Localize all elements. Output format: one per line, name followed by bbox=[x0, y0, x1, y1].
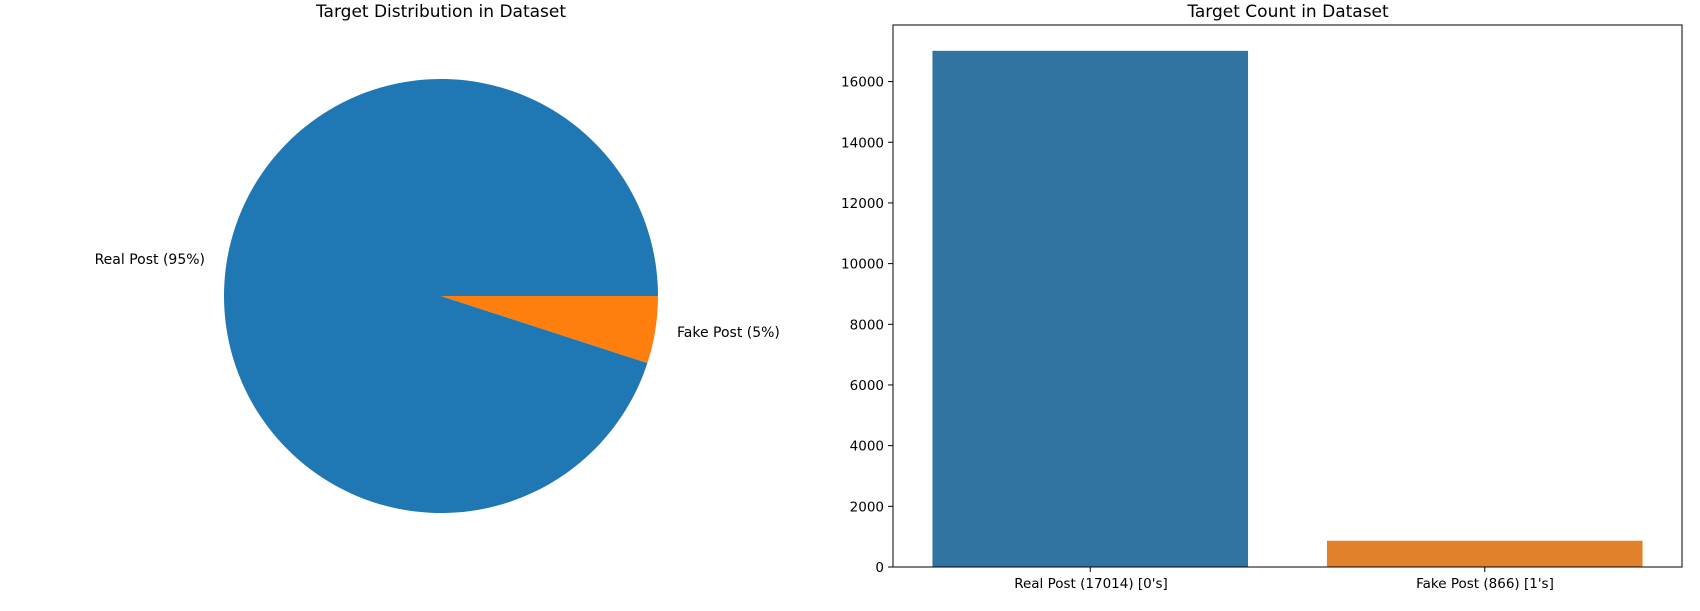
pie-title: Target Distribution in Dataset bbox=[315, 2, 566, 22]
y-tick-label: 14000 bbox=[841, 135, 884, 151]
y-tick-label: 6000 bbox=[850, 378, 884, 394]
y-tick-label: 12000 bbox=[841, 196, 884, 212]
y-tick-label: 16000 bbox=[841, 75, 884, 91]
y-tick-label: 8000 bbox=[850, 317, 884, 333]
bar-fake-post bbox=[1326, 540, 1643, 567]
bar-chart: Target Count in Dataset 0 2000 4000 6000 800… bbox=[841, 2, 1683, 592]
y-tick-label: 2000 bbox=[850, 499, 884, 515]
pie-slice-real-post bbox=[223, 78, 658, 513]
bar-title: Target Count in Dataset bbox=[1186, 2, 1389, 22]
bar-real-post bbox=[932, 50, 1249, 568]
pie-chart: Target Distribution in Dataset Real Post… bbox=[95, 2, 780, 513]
y-tick-label: 4000 bbox=[850, 439, 884, 455]
y-tick-label: 10000 bbox=[841, 257, 884, 273]
pie-label-fake-post: Fake Post (5%) bbox=[677, 325, 780, 341]
x-tick-real-post: Real Post (17014) [0's] bbox=[1014, 576, 1168, 592]
bar-axes-frame bbox=[892, 24, 1683, 568]
pie-label-real-post: Real Post (95%) bbox=[95, 252, 205, 268]
y-tick-label: 0 bbox=[875, 560, 884, 576]
x-tick-fake-post: Fake Post (866) [1's] bbox=[1416, 576, 1554, 592]
pie-slice-fake-post bbox=[441, 296, 658, 364]
